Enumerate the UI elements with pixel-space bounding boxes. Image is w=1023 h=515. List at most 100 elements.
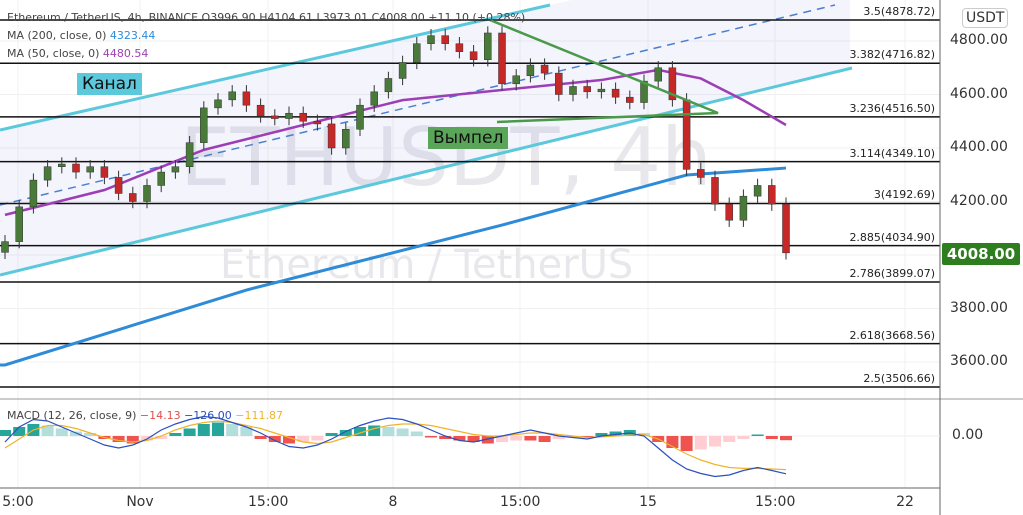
candle-body (58, 163, 66, 167)
macd-histogram-bar (510, 436, 523, 441)
candle-body (555, 72, 563, 95)
macd-histogram-bar (567, 436, 579, 438)
fib-level-label: 3.5(4878.72) (863, 4, 935, 18)
macd-histogram-bar (183, 428, 196, 436)
macd-histogram-bar (382, 427, 395, 436)
macd-histogram-bar (55, 428, 68, 436)
ma200-value: 4323.44 (109, 29, 156, 42)
candle-body (597, 88, 606, 93)
macd-histogram-bar (283, 436, 295, 444)
ma50-label: MA (50, close, 0) (7, 47, 100, 60)
macd-histogram-bar (13, 427, 26, 436)
candle-body (640, 80, 648, 103)
macd-legend[interactable]: MACD (12, 26, close, 9) −14.13 −126.00 −… (7, 409, 283, 422)
time-tick: 15 (639, 494, 657, 510)
candle-body (285, 112, 293, 119)
macd-histogram-bar (240, 427, 253, 436)
fib-level-label: 2.885(4034.90) (849, 230, 935, 244)
candle-body (200, 107, 208, 143)
time-tick: 15:00 (500, 494, 541, 510)
macd-histogram-bar (723, 436, 736, 442)
macd-histogram-bar (339, 430, 352, 436)
macd-histogram-bar (311, 436, 324, 441)
candle-body (114, 177, 123, 194)
macd-histogram-bar (496, 436, 508, 442)
time-tick: 5:00 (2, 494, 34, 510)
fib-level-label: 3.114(4349.10) (849, 146, 935, 160)
fib-level-label: 3.236(4516.50) (849, 101, 935, 115)
macd-histogram-bar (425, 436, 437, 438)
candle-body (185, 142, 194, 167)
macd-histogram-bar (680, 436, 693, 451)
macd-signal-line (4, 420, 787, 471)
ma200-legend[interactable]: MA (200, close, 0) 4323.44 (7, 29, 155, 42)
candle-body (441, 35, 449, 44)
macd-histogram-bar (354, 427, 366, 436)
change-value: +11.10 (+0.28%) (428, 11, 526, 24)
price-tick: 4200.00 (950, 192, 1008, 209)
macd-histogram-bar (467, 436, 480, 442)
candle-body (611, 88, 620, 98)
channel-label[interactable]: Канал (77, 73, 142, 95)
symbol-legend: Ethereum / TetherUS, 4h, BINANCE O3996.9… (7, 11, 525, 24)
candle-body (398, 62, 407, 79)
candle-body (753, 185, 762, 197)
macd-histogram-bar (368, 425, 381, 436)
time-tick: 8 (388, 494, 398, 510)
candle-body (725, 203, 733, 221)
macd-line (4, 415, 787, 478)
time-tick: 22 (896, 494, 914, 510)
macd-histogram-bar (595, 433, 608, 436)
candle-body (100, 166, 109, 178)
macd-histogram-bar (254, 436, 267, 439)
last-price-badge: 4008.00 (942, 243, 1020, 265)
macd-histogram-bar (780, 436, 792, 441)
candle-body (228, 91, 236, 101)
macd-histogram-bar (141, 436, 153, 441)
price-tick: 4400.00 (950, 139, 1008, 155)
candle-body (356, 104, 364, 130)
high-value: H4104.61 (259, 11, 313, 24)
time-tick: 15:00 (755, 494, 796, 510)
candle-body (256, 104, 265, 117)
candle-body (427, 35, 435, 44)
candle-body (342, 129, 350, 149)
candle-body (214, 99, 222, 109)
candle-body (327, 123, 336, 149)
macd-histogram-bar (581, 436, 594, 438)
close-value: C4008.00 (371, 11, 425, 24)
macd-histogram-bar (737, 436, 750, 439)
macd-histogram-bar (396, 428, 409, 436)
symbol-title: Ethereum / TetherUS, 4h, BINANCE (7, 11, 199, 24)
channel-fill (0, 0, 850, 275)
candle-body (668, 67, 677, 101)
candle-body (498, 32, 506, 85)
candle-body (384, 78, 393, 93)
candle-body (583, 86, 591, 93)
macd-histogram-bar (538, 436, 551, 442)
ma50-legend[interactable]: MA (50, close, 0) 4480.54 (7, 47, 148, 60)
candle-body (370, 91, 378, 106)
candle-body (413, 43, 421, 63)
candle-body (739, 195, 748, 221)
candle-body (143, 185, 151, 202)
currency-button[interactable]: USDT (962, 8, 1009, 28)
candle-body (484, 32, 492, 60)
macd-histogram-bar (112, 436, 125, 442)
time-tick: 15:00 (248, 494, 289, 510)
macd-histogram-bar (524, 436, 537, 441)
price-tick: 4800.00 (950, 32, 1008, 48)
macd-histogram-bar (453, 436, 466, 441)
price-tick: 4600.00 (950, 85, 1008, 102)
macd-histogram-bar (197, 424, 210, 436)
pennant-label[interactable]: Вымпел (428, 127, 509, 149)
watermark-ticker: ETHUSDT, 4h (180, 111, 712, 204)
candle-body (15, 206, 23, 242)
macd-histogram-bar (155, 436, 168, 439)
low-value: L3973.01 (316, 11, 369, 24)
price-tick: 3800.00 (950, 299, 1008, 316)
candle-body (157, 171, 165, 186)
candle-body (569, 86, 577, 95)
macd-hist-value: −14.13 (139, 409, 181, 422)
